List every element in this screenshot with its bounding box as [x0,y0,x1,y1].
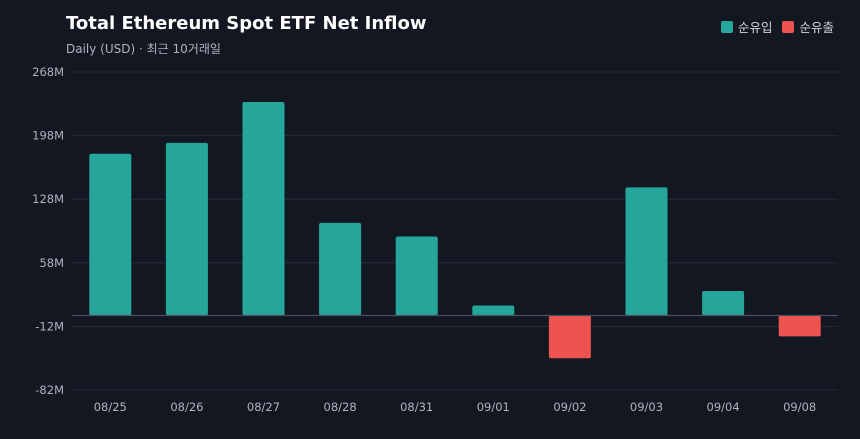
y-tick-label: 268M [32,65,64,79]
bar-outflow[interactable] [778,315,821,337]
x-tick-label: 09/04 [707,400,740,414]
y-tick-label: 128M [32,192,64,206]
y-tick-label: -12M [35,319,64,333]
bar-outflow[interactable] [548,315,591,359]
y-tick-label: 58M [39,256,64,270]
bar-inflow[interactable] [242,101,285,316]
x-tick-label: 08/25 [94,400,127,414]
bar-inflow[interactable] [165,142,208,316]
legend-swatch-outflow [782,20,795,33]
x-tick-label: 09/01 [477,400,510,414]
legend-label-outflow: 순유출 [799,20,834,35]
x-tick-label: 09/08 [783,400,816,414]
legend: 순유입 순유출 [720,17,834,36]
x-tick-label: 08/27 [247,400,280,414]
bar-inflow[interactable] [625,187,668,316]
bar-inflow[interactable] [89,153,132,316]
x-tick-label: 08/28 [324,400,357,414]
x-tick-label: 09/03 [630,400,663,414]
x-tick-label: 09/02 [553,400,586,414]
bar-inflow[interactable] [472,305,515,316]
legend-label-inflow: 순유입 [737,20,773,35]
legend-item-inflow[interactable]: 순유입 [720,17,773,36]
y-tick-label: 198M [32,129,64,143]
legend-swatch-inflow [720,20,733,33]
bar-inflow[interactable] [319,222,362,316]
chart-title: Total Ethereum Spot ETF Net Inflow [66,13,427,34]
y-tick-label: -82M [35,383,64,397]
bar-inflow[interactable] [702,290,745,316]
x-tick-label: 08/31 [400,400,433,414]
chart-subtitle: Daily (USD) · 최근 10거래일 [66,42,221,56]
bar-inflow[interactable] [395,236,438,316]
x-tick-label: 08/26 [170,400,203,414]
legend-item-outflow[interactable]: 순유출 [782,17,834,36]
